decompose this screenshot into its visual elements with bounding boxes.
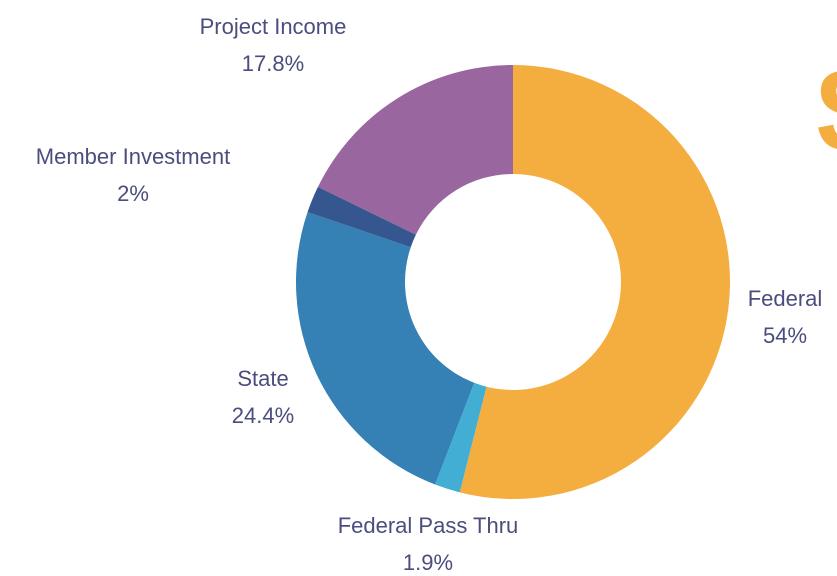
donut-slice bbox=[317, 64, 513, 235]
donut-slice bbox=[307, 186, 416, 248]
donut-slice bbox=[296, 212, 475, 485]
value-label: 2% bbox=[117, 181, 149, 206]
value-label: 17.8% bbox=[242, 51, 304, 76]
donut-slice bbox=[459, 65, 730, 499]
slice-label: State bbox=[237, 366, 288, 391]
donut-slice bbox=[435, 382, 487, 493]
slice-label: Federal Pass Thru bbox=[338, 513, 519, 538]
slice-label: Federal bbox=[748, 286, 823, 311]
slice-label: Member Investment bbox=[36, 144, 230, 169]
value-label: 54% bbox=[763, 323, 807, 348]
slice-label: Project Income bbox=[200, 14, 347, 39]
value-label: 1.9% bbox=[403, 550, 453, 575]
value-label: 24.4% bbox=[232, 403, 294, 428]
annotation: $ bbox=[817, 44, 837, 178]
